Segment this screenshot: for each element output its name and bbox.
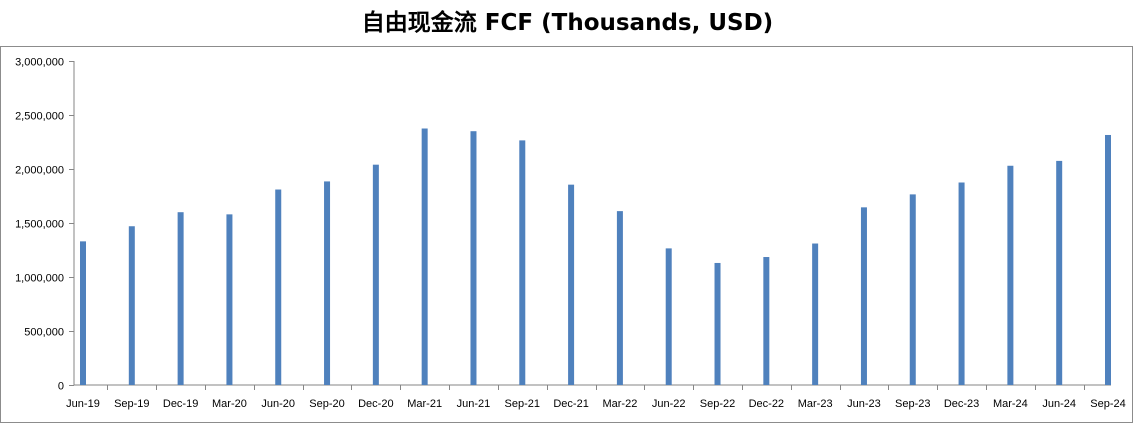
bar-jun-22 (665, 248, 672, 385)
chart-title: 自由现金流 FCF (Thousands, USD) (361, 10, 774, 36)
x-tick-label: Jun-20 (261, 398, 295, 410)
x-tick-label: Mar-21 (407, 398, 442, 410)
bar-mar-22 (616, 211, 623, 385)
x-axis: Jun-19 Sep-19 Dec-19 Mar-20 Jun-20 Sep-20 Dec-… (66, 384, 1126, 410)
bar-sep-20 (324, 181, 331, 385)
bar-dec-23 (958, 182, 965, 385)
x-tick-label: Dec-21 (553, 398, 588, 410)
x-tick-label: Sep-19 (114, 398, 149, 410)
x-tick-label: Dec-23 (944, 398, 979, 410)
y-tick-label: 500,000 (24, 327, 64, 339)
x-tick-label: Jun-23 (847, 398, 881, 410)
x-tick-label: Sep-24 (1090, 398, 1125, 410)
x-tick-label: Jun-22 (652, 398, 686, 410)
x-tick-label: Sep-22 (700, 398, 735, 410)
y-tick-label: 2,000,000 (15, 165, 64, 177)
x-tick-label: Jun-21 (457, 398, 491, 410)
bar-sep-19 (128, 226, 135, 385)
bar-dec-19 (177, 212, 184, 385)
bar-mar-23 (812, 243, 819, 385)
bar-mar-24 (1007, 165, 1014, 385)
bar-jun-19 (80, 241, 86, 385)
x-tick-label: Sep-20 (309, 398, 344, 410)
bar-mar-20 (226, 214, 233, 385)
x-tick-label: Dec-22 (749, 398, 784, 410)
bar-jun-23 (860, 207, 867, 385)
x-tick-label: Sep-21 (505, 398, 540, 410)
bar-jun-20 (275, 189, 282, 385)
bar-sep-22 (714, 262, 721, 385)
bar-sep-24 (1105, 134, 1111, 385)
y-axis: 0 500,000 1,000,000 1,500,000 2,000,000 2,500… (15, 57, 75, 393)
x-tick-label: Mar-24 (993, 398, 1028, 410)
bar-dec-22 (763, 257, 770, 385)
bar-jun-21 (470, 131, 477, 385)
x-tick-label: Dec-20 (358, 398, 393, 410)
bar-mar-21 (421, 128, 428, 385)
x-tick-label: Jun-24 (1042, 398, 1076, 410)
bar-dec-20 (372, 164, 379, 385)
bar-sep-21 (519, 140, 526, 385)
x-tick-label: Jun-19 (66, 398, 100, 410)
x-tick-label: Mar-20 (212, 398, 247, 410)
y-tick-label: 1,000,000 (15, 273, 64, 285)
bar-sep-23 (909, 194, 916, 385)
x-tick-label: Sep-23 (895, 398, 930, 410)
bar-dec-21 (568, 184, 575, 385)
y-tick-label: 1,500,000 (15, 219, 64, 231)
bar-jun-24 (1056, 160, 1063, 385)
y-tick-label: 2,500,000 (15, 111, 64, 123)
y-tick-label: 3,000,000 (15, 57, 64, 69)
y-tick-label: 0 (58, 381, 64, 393)
bars-group (80, 128, 1111, 385)
chart-frame (0, 46, 1133, 423)
x-tick-label: Dec-19 (163, 398, 198, 410)
x-tick-label: Mar-23 (798, 398, 833, 410)
x-tick-label: Mar-22 (602, 398, 637, 410)
